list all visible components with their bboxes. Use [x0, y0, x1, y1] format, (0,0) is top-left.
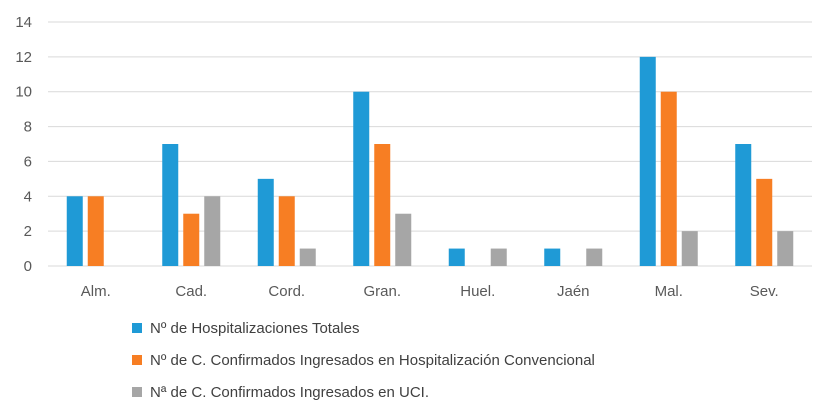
y-axis-tick-labels: 0 2 4 6 8 10 12 14	[15, 14, 32, 275]
legend-swatch	[132, 323, 142, 333]
bar	[204, 196, 221, 266]
bar	[299, 248, 316, 266]
y-tick-label: 12	[15, 49, 32, 66]
y-tick-label: 14	[15, 14, 32, 31]
legend-item-hospitalizacion-convencional: Nº de C. Confirmados Ingresados en Hospi…	[132, 344, 595, 376]
bar	[490, 248, 507, 266]
bar	[183, 213, 200, 266]
x-tick-label: Sev.	[750, 283, 779, 300]
x-tick-label: Jaén	[557, 283, 590, 300]
bar	[660, 91, 677, 266]
x-tick-label: Huel.	[460, 283, 495, 300]
x-axis-tick-labels: Alm. Cad. Cord. Gran. Huel. Jaén Mal. Sev.	[81, 283, 779, 300]
legend-label: Nº de C. Confirmados Ingresados en Hospi…	[150, 351, 595, 369]
y-tick-label: 6	[24, 153, 32, 170]
y-tick-label: 4	[24, 188, 32, 205]
legend-swatch	[132, 355, 142, 365]
bar	[681, 231, 698, 266]
y-tick-label: 10	[15, 84, 32, 101]
bar	[87, 196, 104, 266]
bar	[639, 56, 656, 266]
bar	[735, 144, 752, 266]
legend-label: Nª de C. Confirmados Ingresados en UCI.	[150, 383, 430, 401]
bar	[66, 196, 83, 266]
x-tick-label: Mal.	[655, 283, 683, 300]
bar	[278, 196, 295, 266]
legend-item-hospitalizaciones-totales: Nº de Hospitalizaciones Totales	[132, 312, 595, 344]
bar	[257, 178, 274, 266]
bar	[586, 248, 603, 266]
y-tick-label: 8	[24, 119, 32, 136]
legend-label: Nº de Hospitalizaciones Totales	[150, 319, 360, 337]
bars	[66, 56, 794, 266]
bar	[448, 248, 465, 266]
bar	[162, 144, 179, 266]
x-tick-label: Alm.	[81, 283, 111, 300]
bar-chart: 0 2 4 6 8 10 12 14 Alm. Cad. Cord. Gran. Huel. Jaén M…	[15, 14, 812, 300]
bar	[544, 248, 561, 266]
legend-item-uci: Nª de C. Confirmados Ingresados en UCI.	[132, 376, 595, 408]
y-tick-label: 2	[24, 223, 32, 240]
x-tick-label: Gran.	[363, 283, 401, 300]
bar	[374, 144, 391, 266]
legend: Nº de Hospitalizaciones Totales Nº de C.…	[132, 312, 595, 408]
legend-swatch	[132, 387, 142, 397]
x-tick-label: Cad.	[175, 283, 207, 300]
bar	[395, 213, 412, 266]
bar	[353, 91, 370, 266]
x-tick-label: Cord.	[268, 283, 305, 300]
bar	[777, 231, 794, 266]
y-tick-label: 0	[24, 258, 32, 275]
bar	[756, 178, 773, 266]
